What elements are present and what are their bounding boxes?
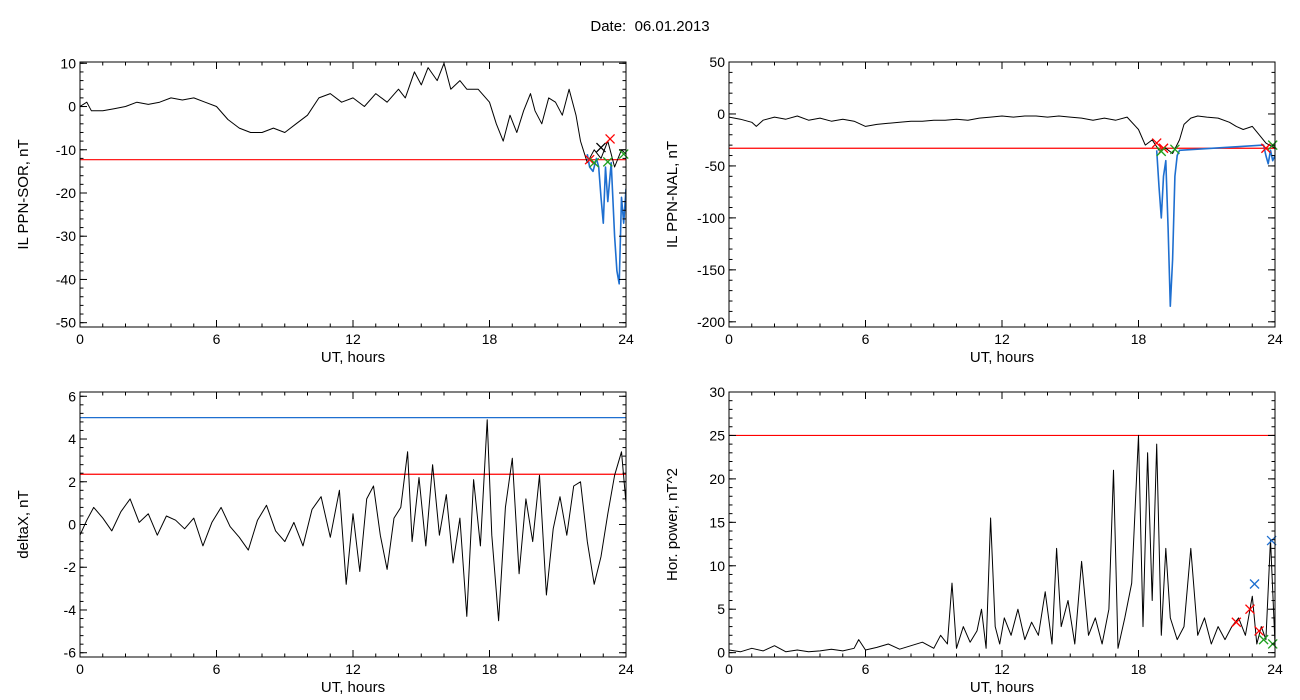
x-tick-label: 12	[345, 661, 361, 677]
x-tick-label: 18	[482, 661, 498, 677]
y-tick-label: -2	[64, 559, 77, 575]
y-tick-label: 4	[68, 431, 76, 447]
series-line-1	[586, 153, 626, 285]
y-tick-label: 0	[717, 645, 725, 661]
x-tick-label: 6	[862, 331, 870, 347]
date-label: Date:	[590, 18, 627, 35]
x-tick-label: 18	[1131, 331, 1147, 347]
y-tick-label: 0	[717, 106, 725, 122]
x-marker	[1254, 625, 1265, 636]
page-title: Date: 06.01.2013	[0, 18, 1300, 35]
x-marker	[589, 157, 600, 168]
y-axis-label: deltaX, nT	[15, 490, 32, 558]
x-marker	[1231, 617, 1242, 628]
x-tick-label: 0	[725, 331, 733, 347]
x-tick-label: 0	[76, 661, 84, 677]
y-tick-label: 10	[709, 558, 725, 574]
chart-il-ppn-sor: 0 6 12 18 24 10 0 -10 -20 -30 -40 -50 UT, hours IL PP…	[15, 55, 634, 366]
x-tick-label: 24	[1267, 661, 1283, 677]
x-marker	[584, 154, 595, 165]
x-marker	[1245, 604, 1255, 615]
x-marker	[1249, 579, 1260, 589]
x-tick-label: 0	[76, 331, 84, 347]
y-tick-label: -4	[64, 602, 77, 618]
series-group	[80, 62, 626, 285]
x-marker	[602, 156, 613, 167]
y-tick-label: -50	[56, 315, 76, 331]
y-tick-label: 6	[68, 388, 76, 404]
plot-frame	[728, 61, 1276, 328]
x-tick-label: 24	[618, 331, 634, 347]
y-tick-label: -10	[56, 142, 76, 158]
x-marker	[1151, 138, 1162, 149]
y-tick-label: 2	[68, 474, 76, 490]
x-marker	[618, 149, 629, 160]
y-axis-label: IL PPN-NAL, nT	[664, 141, 681, 248]
date-value: 06.01.2013	[634, 18, 710, 35]
series-line-0	[80, 62, 626, 168]
y-tick-label: 0	[68, 99, 76, 115]
x-tick-label: 24	[1267, 331, 1283, 347]
x-tick-label: 18	[1131, 661, 1147, 677]
y-tick-label: 25	[709, 427, 725, 443]
y-tick-label: -50	[705, 158, 725, 174]
y-tick-label: 0	[68, 517, 76, 533]
chart-il-ppn-nal: 0 6 12 18 24 50 0 -50 -100 -150 -200 UT, hours IL PP…	[664, 54, 1283, 366]
x-marker	[1260, 143, 1271, 154]
y-tick-label: -40	[56, 271, 76, 287]
series-group	[729, 434, 1275, 653]
y-axis-label: IL PPN-SOR, nT	[15, 139, 32, 249]
y-tick-label: -30	[56, 228, 76, 244]
series-group	[729, 115, 1275, 308]
y-tick-label: -200	[697, 314, 725, 330]
x-tick-label: 0	[725, 661, 733, 677]
x-marker	[1258, 634, 1269, 645]
x-tick-label: 12	[994, 331, 1010, 347]
x-tick-label: 6	[862, 661, 870, 677]
series-group	[80, 419, 626, 622]
x-axis-label: UT, hours	[970, 349, 1034, 366]
series-line-1	[1155, 144, 1275, 308]
x-axis-label: UT, hours	[970, 679, 1034, 696]
y-tick-label: -20	[56, 185, 76, 201]
series-line-0	[80, 419, 626, 622]
y-tick-label: 15	[709, 514, 725, 530]
x-marker	[596, 142, 606, 153]
x-tick-label: 6	[213, 331, 221, 347]
x-tick-label: 24	[618, 661, 634, 677]
x-marker	[605, 133, 616, 144]
x-tick-label: 12	[345, 331, 361, 347]
y-tick-label: 10	[60, 55, 76, 71]
y-tick-label: -6	[64, 645, 77, 661]
y-tick-label: -150	[697, 262, 725, 278]
y-axis-label: Hor. power, nT^2	[664, 468, 681, 581]
y-tick-label: 50	[709, 54, 725, 70]
x-axis-label: UT, hours	[321, 349, 385, 366]
series-line-0	[729, 434, 1275, 653]
x-tick-label: 6	[213, 661, 221, 677]
y-tick-label: 20	[709, 471, 725, 487]
series-line-0	[729, 115, 1275, 154]
x-tick-label: 12	[994, 661, 1010, 677]
y-tick-label: 5	[717, 601, 725, 617]
chart-deltax: 0 6 12 18 24 6 4 2 0 -2 -4 -6 UT, hours deltaX, nT	[15, 388, 634, 696]
y-tick-label: 30	[709, 384, 725, 400]
plot-frame	[728, 391, 1276, 658]
y-tick-label: -100	[697, 210, 725, 226]
x-tick-label: 18	[482, 331, 498, 347]
chart-hor-power: 0 6 12 18 24 30 25 20 15 10 5 0 UT, hours Hor. power,…	[664, 384, 1283, 696]
x-marker	[1156, 146, 1167, 157]
x-marker	[1169, 144, 1180, 155]
x-axis-label: UT, hours	[321, 679, 385, 696]
